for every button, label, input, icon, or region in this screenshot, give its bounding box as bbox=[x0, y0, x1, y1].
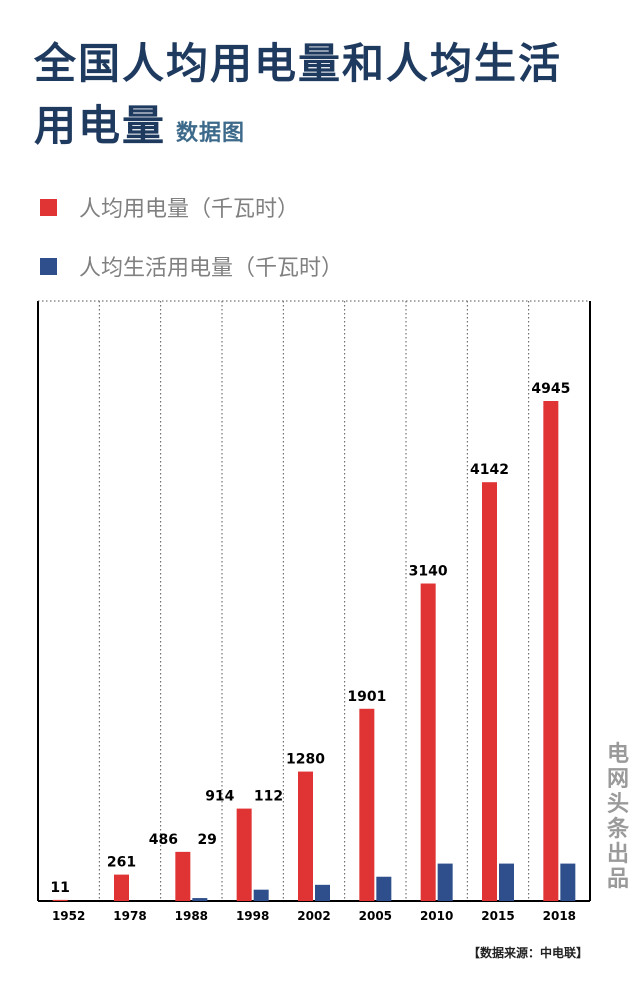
x-tick-label: 1998 bbox=[236, 909, 269, 923]
bar-per-capita bbox=[236, 808, 252, 901]
bar-residential bbox=[315, 884, 330, 901]
data-label: 11 bbox=[50, 880, 69, 896]
bar-per-capita bbox=[543, 401, 559, 901]
bar-per-capita bbox=[52, 899, 68, 901]
bar-residential bbox=[560, 863, 576, 901]
page-title-line2: 用电量 数据图 bbox=[34, 92, 245, 153]
page-title: 全国人均用电量和人均生活 bbox=[34, 39, 563, 88]
bar-per-capita bbox=[175, 851, 191, 901]
x-tick-label: 2010 bbox=[420, 909, 453, 923]
data-label: 4142 bbox=[470, 462, 509, 478]
data-label: 261 bbox=[107, 855, 136, 871]
legend-swatch-red bbox=[40, 198, 57, 216]
x-tick-label: 1988 bbox=[175, 909, 208, 923]
data-label: 1280 bbox=[286, 752, 325, 768]
bar-per-capita bbox=[420, 583, 436, 901]
legend-label-residential: 人均生活用电量（千瓦时） bbox=[79, 256, 344, 281]
data-label: 1901 bbox=[347, 689, 386, 705]
x-tick-label: 2015 bbox=[481, 909, 514, 923]
bar-per-capita bbox=[359, 708, 375, 901]
bar-residential bbox=[437, 863, 453, 901]
bar-per-capita bbox=[298, 771, 313, 901]
data-label: 914 112 bbox=[205, 789, 283, 805]
x-tick-label: 2018 bbox=[543, 909, 576, 923]
bar-per-capita bbox=[482, 482, 497, 901]
bar-residential bbox=[253, 889, 269, 901]
x-tick-label: 2005 bbox=[359, 909, 392, 923]
x-tick-label: 1952 bbox=[52, 909, 85, 923]
bar-residential bbox=[192, 898, 208, 901]
legend-item-residential: 人均生活用电量（千瓦时） bbox=[40, 250, 343, 282]
bar-residential bbox=[376, 876, 392, 901]
data-label: 3140 bbox=[409, 564, 448, 580]
data-label: 486 29 bbox=[149, 832, 217, 848]
legend-label-per-capita: 人均用电量（千瓦时） bbox=[79, 197, 300, 222]
bar-residential bbox=[499, 863, 514, 901]
title-continuation: 用电量 bbox=[34, 101, 167, 150]
x-tick-label: 2002 bbox=[297, 909, 330, 923]
legend-swatch-blue bbox=[40, 257, 57, 275]
data-label: 4945 bbox=[531, 381, 570, 397]
x-tick-label: 1978 bbox=[113, 909, 146, 923]
bar-per-capita bbox=[114, 874, 129, 901]
data-source: 【数据来源：中电联】 bbox=[467, 946, 588, 960]
legend-item-per-capita: 人均用电量（千瓦时） bbox=[40, 191, 299, 223]
watermark: 电网头条出品 bbox=[607, 741, 630, 892]
page-subtitle: 数据图 bbox=[176, 120, 246, 146]
